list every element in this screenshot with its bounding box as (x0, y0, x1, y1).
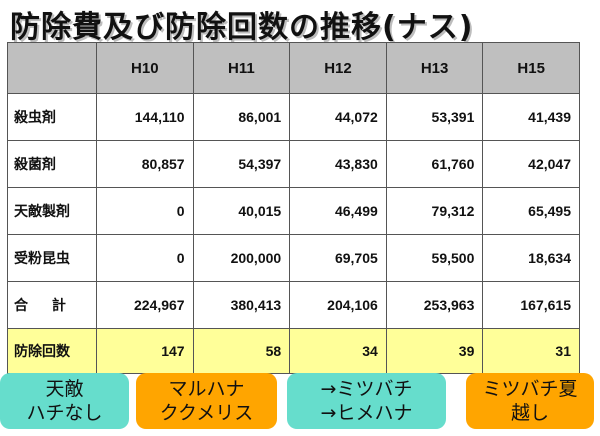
row-label: 受粉昆虫 (7, 234, 97, 282)
table-cell: 0 (96, 187, 194, 235)
table-row-insecticide: 殺虫剤 144,110 86,001 44,072 53,391 41,439 (7, 93, 580, 141)
note-box-bumblebee: マルハナ ククメリス (136, 373, 277, 429)
column-header-h10: H10 (96, 42, 194, 94)
table-cell: 200,000 (192, 234, 291, 282)
table-cell: 253,963 (385, 281, 484, 329)
table-cell: 39 (385, 328, 484, 374)
table-cell: 79,312 (385, 187, 484, 235)
table-row-spray-count: 防除回数 147 58 34 39 31 (7, 328, 580, 374)
note-box-overwinter: ミツバチ夏 越し (466, 373, 594, 429)
table-cell: 147 (96, 328, 194, 374)
table-cell: 46,499 (289, 187, 387, 235)
table-cell: 42,047 (482, 140, 580, 188)
note-line: 天敵 (45, 378, 84, 400)
table-cell: 144,110 (96, 93, 194, 141)
page-title: 防除費及び防除回数の推移(ナス) (10, 10, 474, 45)
table-cell: 58 (192, 328, 291, 374)
note-line: ミツバチ夏 (482, 378, 578, 400)
table-cell: 167,615 (482, 281, 580, 329)
column-header-h12: H12 (289, 42, 387, 94)
table-row-total: 合 計 224,967 380,413 204,106 253,963 167,… (7, 281, 580, 329)
table-cell: 59,500 (385, 234, 484, 282)
table-cell: 0 (96, 234, 194, 282)
table-cell: 224,967 (96, 281, 194, 329)
table-cell: 69,705 (289, 234, 387, 282)
column-header-h13: H13 (385, 42, 484, 94)
row-label: 殺虫剤 (7, 93, 97, 141)
table-cell: 204,106 (289, 281, 387, 329)
table-cell: 53,391 (385, 93, 484, 141)
table-cell: 41,439 (482, 93, 580, 141)
row-label: 天敵製剤 (7, 187, 97, 235)
table-cell: 31 (482, 328, 580, 374)
note-line: マルハナ (168, 378, 245, 400)
column-header-h11: H11 (192, 42, 291, 94)
row-label: 防除回数 (7, 328, 97, 374)
note-line: →ヒメハナ (320, 402, 413, 424)
note-line: →ミツバチ (320, 378, 413, 400)
table-cell: 44,072 (289, 93, 387, 141)
note-line: ハチなし (26, 402, 103, 424)
table-cell: 18,634 (482, 234, 580, 282)
note-box-honeybee: →ミツバチ →ヒメハナ (287, 373, 446, 429)
table-cell: 80,857 (96, 140, 194, 188)
row-label: 合 計 (7, 281, 97, 329)
table-row-pollinator: 受粉昆虫 0 200,000 69,705 59,500 18,634 (7, 234, 580, 282)
row-label: 殺菌剤 (7, 140, 97, 188)
table-row-fungicide: 殺菌剤 80,857 54,397 43,830 61,760 42,047 (7, 140, 580, 188)
table-cell: 34 (289, 328, 387, 374)
column-header-blank (7, 42, 97, 94)
column-header-h15: H15 (482, 42, 580, 94)
note-line: 越し (510, 402, 549, 424)
table-cell: 380,413 (192, 281, 291, 329)
table-header-row: H10 H11 H12 H13 H15 (7, 42, 580, 94)
note-line: ククメリス (159, 402, 254, 424)
cost-table: H10 H11 H12 H13 H15 殺虫剤 144,110 86,001 4… (7, 42, 580, 374)
table-cell: 54,397 (192, 140, 291, 188)
table-cell: 65,495 (482, 187, 580, 235)
table-cell: 40,015 (192, 187, 291, 235)
table-cell: 61,760 (385, 140, 484, 188)
table-cell: 86,001 (192, 93, 291, 141)
table-cell: 43,830 (289, 140, 387, 188)
table-row-natural-enemy: 天敵製剤 0 40,015 46,499 79,312 65,495 (7, 187, 580, 235)
note-box-no-bees: 天敵 ハチなし (0, 373, 129, 429)
